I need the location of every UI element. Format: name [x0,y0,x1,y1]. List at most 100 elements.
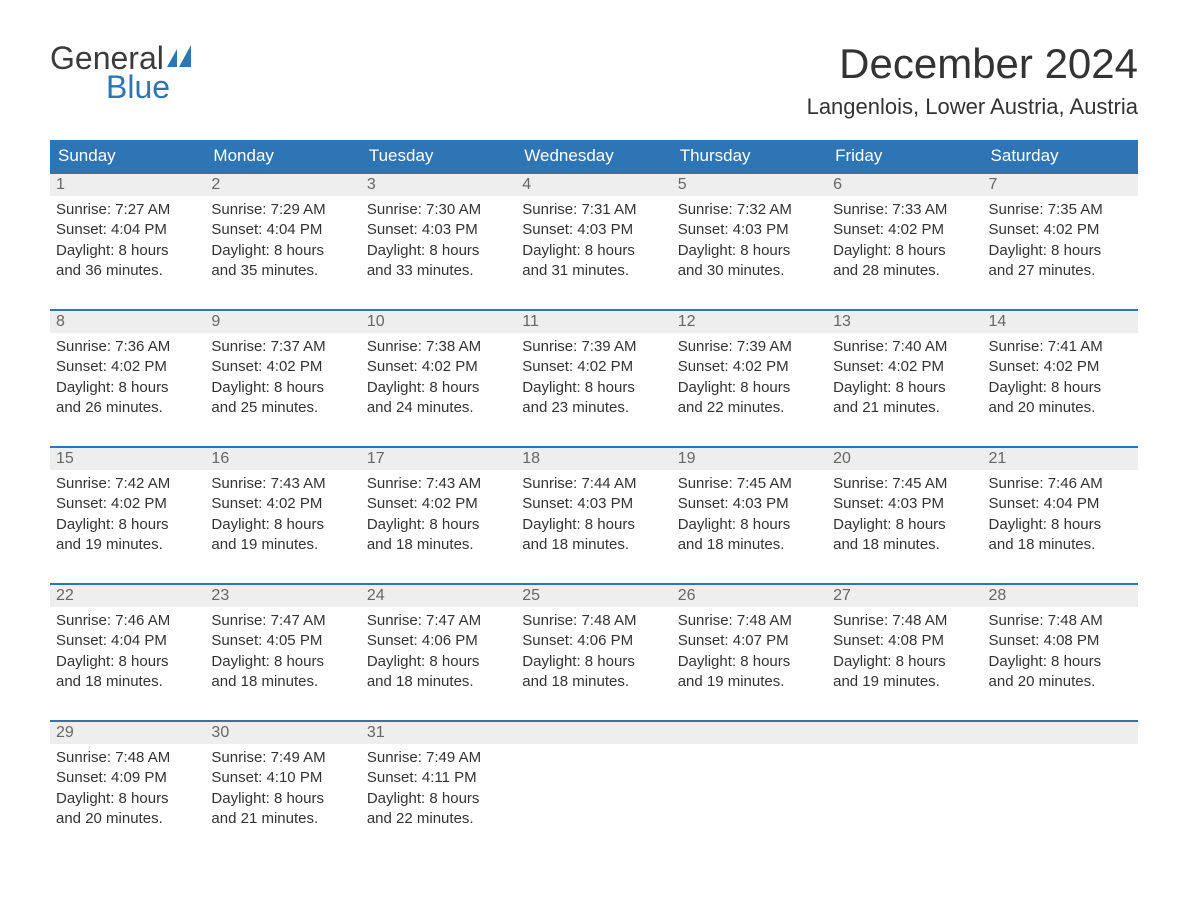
sunset-text: Sunset: 4:11 PM [367,768,510,788]
dl1-text: Daylight: 8 hours [989,515,1132,535]
day-number: 26 [672,585,827,607]
dl1-text: Daylight: 8 hours [56,515,199,535]
dl1-text: Daylight: 8 hours [678,652,821,672]
dl2-text: and 18 minutes. [989,535,1132,555]
day-number: 28 [983,585,1138,607]
cell-body: Sunrise: 7:42 AMSunset: 4:02 PMDaylight:… [50,470,205,559]
dl2-text: and 23 minutes. [522,398,665,418]
sunset-text: Sunset: 4:04 PM [989,494,1132,514]
header: General Blue December 2024 Langenlois, L… [50,40,1138,120]
dl1-text: Daylight: 8 hours [367,652,510,672]
dl2-text: and 20 minutes. [56,809,199,829]
sunrise-text: Sunrise: 7:43 AM [211,474,354,494]
day-number: 30 [205,722,360,744]
calendar-cell: 21Sunrise: 7:46 AMSunset: 4:04 PMDayligh… [983,448,1138,559]
calendar-cell [827,722,982,833]
sunrise-text: Sunrise: 7:41 AM [989,337,1132,357]
sunset-text: Sunset: 4:06 PM [367,631,510,651]
cell-body: Sunrise: 7:35 AMSunset: 4:02 PMDaylight:… [983,196,1138,285]
calendar-cell: 18Sunrise: 7:44 AMSunset: 4:03 PMDayligh… [516,448,671,559]
day-number [827,722,982,744]
sunset-text: Sunset: 4:04 PM [56,220,199,240]
day-number: 16 [205,448,360,470]
calendar-cell: 31Sunrise: 7:49 AMSunset: 4:11 PMDayligh… [361,722,516,833]
dl1-text: Daylight: 8 hours [56,652,199,672]
sunrise-text: Sunrise: 7:48 AM [56,748,199,768]
dl1-text: Daylight: 8 hours [678,378,821,398]
calendar-cell: 24Sunrise: 7:47 AMSunset: 4:06 PMDayligh… [361,585,516,696]
dl2-text: and 21 minutes. [211,809,354,829]
sunset-text: Sunset: 4:02 PM [989,220,1132,240]
cell-body: Sunrise: 7:39 AMSunset: 4:02 PMDaylight:… [672,333,827,422]
dl2-text: and 20 minutes. [989,398,1132,418]
calendar-cell: 27Sunrise: 7:48 AMSunset: 4:08 PMDayligh… [827,585,982,696]
cell-body: Sunrise: 7:43 AMSunset: 4:02 PMDaylight:… [361,470,516,559]
sunrise-text: Sunrise: 7:27 AM [56,200,199,220]
sunrise-text: Sunrise: 7:29 AM [211,200,354,220]
calendar-cell: 30Sunrise: 7:49 AMSunset: 4:10 PMDayligh… [205,722,360,833]
calendar-cell: 12Sunrise: 7:39 AMSunset: 4:02 PMDayligh… [672,311,827,422]
sunset-text: Sunset: 4:02 PM [522,357,665,377]
sunset-text: Sunset: 4:10 PM [211,768,354,788]
sunset-text: Sunset: 4:02 PM [678,357,821,377]
sunrise-text: Sunrise: 7:40 AM [833,337,976,357]
weekday-header: Friday [827,140,982,172]
calendar-week: 15Sunrise: 7:42 AMSunset: 4:02 PMDayligh… [50,446,1138,559]
sunset-text: Sunset: 4:02 PM [833,220,976,240]
cell-body: Sunrise: 7:43 AMSunset: 4:02 PMDaylight:… [205,470,360,559]
sunrise-text: Sunrise: 7:43 AM [367,474,510,494]
day-number: 9 [205,311,360,333]
dl2-text: and 18 minutes. [56,672,199,692]
sunset-text: Sunset: 4:02 PM [56,494,199,514]
cell-body: Sunrise: 7:46 AMSunset: 4:04 PMDaylight:… [50,607,205,696]
sunset-text: Sunset: 4:02 PM [367,494,510,514]
day-number: 4 [516,174,671,196]
flag-icon [167,45,201,72]
dl1-text: Daylight: 8 hours [833,241,976,261]
calendar-cell: 29Sunrise: 7:48 AMSunset: 4:09 PMDayligh… [50,722,205,833]
sunrise-text: Sunrise: 7:47 AM [211,611,354,631]
calendar-cell: 5Sunrise: 7:32 AMSunset: 4:03 PMDaylight… [672,174,827,285]
dl1-text: Daylight: 8 hours [56,241,199,261]
dl1-text: Daylight: 8 hours [522,515,665,535]
sunrise-text: Sunrise: 7:44 AM [522,474,665,494]
cell-body: Sunrise: 7:32 AMSunset: 4:03 PMDaylight:… [672,196,827,285]
dl1-text: Daylight: 8 hours [211,515,354,535]
calendar-cell: 13Sunrise: 7:40 AMSunset: 4:02 PMDayligh… [827,311,982,422]
calendar-cell: 26Sunrise: 7:48 AMSunset: 4:07 PMDayligh… [672,585,827,696]
dl1-text: Daylight: 8 hours [522,652,665,672]
sunrise-text: Sunrise: 7:45 AM [678,474,821,494]
calendar-cell: 16Sunrise: 7:43 AMSunset: 4:02 PMDayligh… [205,448,360,559]
sunrise-text: Sunrise: 7:48 AM [678,611,821,631]
day-number: 11 [516,311,671,333]
day-number: 20 [827,448,982,470]
title-block: December 2024 Langenlois, Lower Austria,… [807,40,1138,120]
calendar-cell: 15Sunrise: 7:42 AMSunset: 4:02 PMDayligh… [50,448,205,559]
sunset-text: Sunset: 4:02 PM [367,357,510,377]
sunrise-text: Sunrise: 7:35 AM [989,200,1132,220]
dl2-text: and 33 minutes. [367,261,510,281]
calendar-cell: 10Sunrise: 7:38 AMSunset: 4:02 PMDayligh… [361,311,516,422]
cell-body: Sunrise: 7:47 AMSunset: 4:06 PMDaylight:… [361,607,516,696]
calendar-cell: 6Sunrise: 7:33 AMSunset: 4:02 PMDaylight… [827,174,982,285]
day-number: 23 [205,585,360,607]
sunrise-text: Sunrise: 7:46 AM [56,611,199,631]
calendar-cell [672,722,827,833]
sunset-text: Sunset: 4:03 PM [678,494,821,514]
day-number: 31 [361,722,516,744]
dl1-text: Daylight: 8 hours [56,789,199,809]
day-number [983,722,1138,744]
day-number [672,722,827,744]
cell-body: Sunrise: 7:45 AMSunset: 4:03 PMDaylight:… [672,470,827,559]
dl2-text: and 19 minutes. [833,672,976,692]
dl2-text: and 18 minutes. [211,672,354,692]
calendar-cell: 1Sunrise: 7:27 AMSunset: 4:04 PMDaylight… [50,174,205,285]
dl2-text: and 18 minutes. [833,535,976,555]
sunrise-text: Sunrise: 7:49 AM [211,748,354,768]
dl2-text: and 22 minutes. [367,809,510,829]
cell-body: Sunrise: 7:29 AMSunset: 4:04 PMDaylight:… [205,196,360,285]
calendar-cell: 14Sunrise: 7:41 AMSunset: 4:02 PMDayligh… [983,311,1138,422]
sunrise-text: Sunrise: 7:39 AM [678,337,821,357]
cell-body: Sunrise: 7:49 AMSunset: 4:11 PMDaylight:… [361,744,516,833]
day-number: 15 [50,448,205,470]
